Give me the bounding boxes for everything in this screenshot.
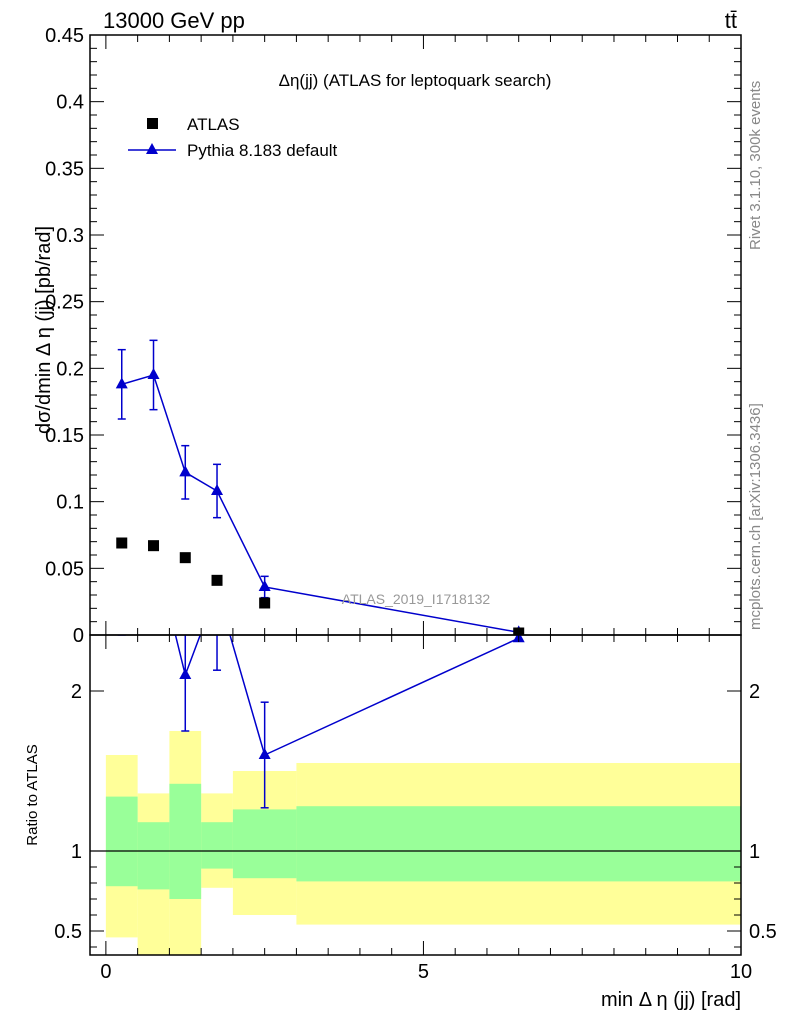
legend-label-pythia: Pythia 8.183 default [187,141,338,160]
main-y-tick-label: 0 [73,625,84,647]
ratio-y-tick-label-right: 1 [749,841,760,863]
ratio-inner-band [169,783,202,899]
main-y-tick-label: 0.3 [56,225,84,247]
ratio-plot-panel: 0.5 0.5 1 1 2 2 0 5 10 [54,569,777,983]
pythia-line [121,374,519,634]
pythia-point [179,465,192,477]
ratio-y-tick-label: 1 [71,841,82,863]
pythia-point [147,368,160,379]
ratio-pythia-line [174,635,520,757]
ratio-y-tick-label: 2 [71,681,82,703]
main-y-tick-label: 0.45 [45,25,84,47]
main-y-tick-label: 0.15 [45,425,84,447]
legend-marker-pythia [146,143,158,154]
ratio-inner-band [232,809,297,879]
ratio-inner-band [296,806,741,882]
ratio-pythia-point [179,668,192,679]
ratio-y-tick-label-right: 2 [749,681,760,703]
main-y-tick-label: 0.2 [56,358,84,380]
main-y-tick-label: 0.4 [56,92,84,114]
legend: ATLAS Pythia 8.183 default [128,115,338,160]
process-label: tt̄ [725,8,737,33]
main-y-tick-label: 0.35 [45,158,84,180]
atlas-point [116,537,128,549]
ratio-pythia-point [258,748,271,759]
analysis-watermark: ATLAS_2019_I1718132 [342,591,491,607]
pythia-point [115,377,128,389]
x-tick-label: 5 [418,961,429,983]
legend-marker-atlas [147,118,158,129]
atlas-point [259,597,271,609]
atlas-point [179,552,191,564]
main-y-tick-label: 0.05 [45,558,84,580]
rivet-label: Rivet 3.1.10, 300k events [747,81,764,250]
main-plot-panel: 0 0.05 0.1 0.15 0.2 0.25 0.3 0.35 0.4 0.45 [45,25,742,647]
legend-label-atlas: ATLAS [187,115,240,134]
ratio-y-axis-label: Ratio to ATLAS [24,744,41,845]
atlas-point [148,540,160,552]
ratio-inner-band [137,822,170,890]
main-y-tick-label: 0.1 [56,492,84,514]
ratio-y-tick-label-right: 0.5 [749,921,777,943]
ratio-y-tick-label: 0.5 [54,921,82,943]
ratio-plot-frame [89,634,742,956]
mcplots-label: mcplots.cern.ch [arXiv:1306.3436] [747,403,764,630]
main-y-axis-label: dσ/dmin Δ η (jj) [pb/rad] [33,226,55,434]
ratio-pythia-point [116,569,128,580]
main-title: Δη(jj) (ATLAS for leptoquark search) [279,71,552,90]
main-y-tick-label: 0.25 [45,292,84,314]
x-axis-label: min Δ η (jj) [rad] [601,989,741,1011]
x-tick-label: 0 [100,961,111,983]
pythia-point [258,580,271,591]
ratio-inner-band [105,796,138,887]
energy-label: 13000 GeV pp [103,8,245,33]
x-tick-label: 10 [730,961,752,983]
pythia-point [211,484,224,495]
atlas-point [211,574,223,586]
ratio-inner-band [201,822,233,869]
